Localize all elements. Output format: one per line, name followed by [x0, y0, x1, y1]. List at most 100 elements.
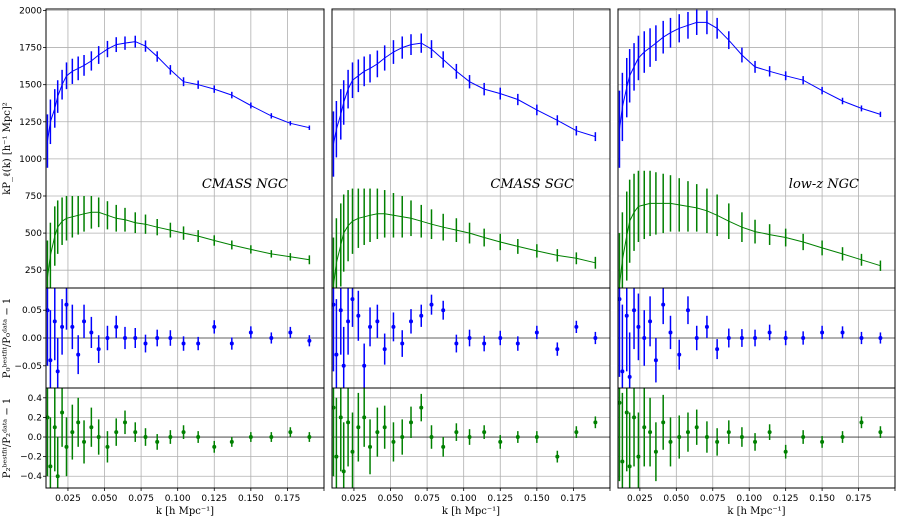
quadrupole-residual-point: [574, 430, 579, 435]
monopole-residual-point: [482, 341, 487, 346]
monopole-residual-point: [820, 330, 825, 335]
monopole-residual-point: [362, 363, 367, 368]
monopole-residual-point: [338, 308, 343, 313]
y-tick-label: −0.05: [14, 362, 42, 372]
quadrupole-residual-point: [704, 435, 709, 440]
quadrupole-residual-point: [375, 430, 380, 435]
monopole-residual-point: [346, 319, 351, 324]
y-tick-label: 2000: [19, 6, 42, 16]
monopole-residual-point: [382, 347, 387, 352]
y-tick-label: 0.0: [28, 433, 43, 443]
monopole-residual-point: [248, 330, 253, 335]
x-tick-label: 0.125: [201, 494, 227, 504]
y-tick-label: 0.4: [28, 394, 43, 404]
panel-title: CMASS SGC: [490, 177, 574, 192]
monopole-residual-point: [739, 336, 744, 340]
y-axis-label-row-2: P₀ᵇᵉˢᵗᶠⁱᵗ/P₀ᵈᵃᵗᵃ − 1: [2, 298, 13, 379]
x-tick-label: 0.050: [663, 494, 689, 504]
quadrupole-residual-point: [248, 435, 253, 440]
quadrupole-residual-point: [356, 425, 361, 430]
panel-3-row-3: 0.025 0.050 0.075 0.100 0.125 0.150 0.175 k [h …: [617, 387, 896, 517]
x-tick-label: 0.050: [92, 494, 118, 504]
quadrupole-residual-point: [593, 420, 598, 425]
quadrupole-residual-point: [338, 415, 343, 420]
quadrupole-residual-point: [739, 435, 744, 440]
monopole-residual-point: [55, 369, 60, 374]
monopole-residual-point: [454, 341, 459, 346]
monopole-residual-point: [143, 341, 148, 346]
quadrupole-residual-point: [350, 449, 355, 454]
monopole-residual-point: [375, 319, 380, 324]
quadrupole-residual-point: [636, 454, 641, 459]
monopole-residual-point: [467, 336, 472, 340]
quadrupole-residual-point: [382, 425, 387, 430]
quadrupole-residual-point: [307, 435, 312, 440]
quadrupole-residual-point: [196, 435, 201, 440]
monopole-residual-point: [181, 341, 186, 346]
data-layer: [332, 33, 597, 288]
quadrupole-residual-point: [419, 405, 424, 410]
monopole-residual-point: [64, 302, 69, 307]
monopole-residual-point: [498, 336, 503, 340]
monopole-residual-point: [368, 324, 373, 329]
x-tick-label: 0.075: [414, 494, 440, 504]
monopole-residual-point: [534, 330, 539, 335]
monopole-residual-point: [114, 324, 119, 329]
quadrupole-residual-point: [753, 439, 758, 444]
quadrupole-residual-point: [715, 439, 720, 444]
monopole-residual-point: [60, 324, 65, 329]
quadrupole-residual-point: [123, 420, 128, 425]
x-tick-label: 0.025: [55, 494, 81, 504]
monopole-residual-point: [715, 347, 720, 352]
panel-frame: [45, 387, 325, 489]
y-tick-label: 1000: [19, 155, 42, 165]
monopole-residual-point: [636, 324, 641, 329]
quadrupole-residual-point: [82, 439, 87, 444]
monopole-residual-point: [155, 336, 160, 340]
quadrupole-residual-point: [498, 439, 503, 444]
monopole-residual-point: [52, 319, 57, 324]
y-tick-label: −0.2: [20, 453, 42, 463]
x-tick-label: 0.125: [773, 494, 799, 504]
quadrupole-residual-point: [341, 469, 346, 474]
monopole-residual-point: [648, 319, 653, 324]
quadrupole-residual-point: [229, 439, 234, 444]
quadrupole-residual-point: [515, 435, 520, 440]
monopole-residual-point: [661, 302, 666, 307]
monopole-residual-point: [753, 336, 758, 340]
monopole-residual-point: [593, 336, 598, 340]
monopole-residual-point: [653, 358, 658, 363]
quadrupole-residual-point: [332, 405, 336, 410]
data-layer: [46, 388, 324, 488]
y-tick-label: 0.00: [22, 334, 42, 344]
monopole-residual-point: [288, 330, 293, 335]
monopole-residual-point: [859, 336, 864, 340]
quadrupole-residual-point: [618, 400, 622, 405]
x-tick-label: 0.025: [341, 494, 367, 504]
monopole-residual-point: [123, 336, 128, 340]
monopole-residual-point: [618, 297, 622, 302]
monopole-residual-point: [694, 336, 699, 340]
quadrupole-residual-point: [620, 459, 625, 464]
monopole-residual-point: [642, 336, 647, 340]
quadrupole-residual-point: [441, 444, 446, 449]
x-tick-label: 0.050: [378, 494, 404, 504]
quadrupole-residual-point: [685, 430, 690, 435]
quadrupole-residual-point: [783, 449, 788, 454]
y-axis-label-row-3: P₂ᵇᵉˢᵗᶠⁱᵗ/P₂ᵈᵃᵗᵃ − 1: [2, 398, 13, 479]
y-tick-label: 500: [25, 229, 42, 239]
x-tick-label: 0.150: [809, 494, 835, 504]
panel-2-row-2: [331, 287, 611, 389]
quadrupole-residual-point: [48, 464, 53, 469]
x-tick-label: 0.125: [487, 494, 513, 504]
x-axis-label: k [h Mpc⁻¹]: [156, 506, 214, 517]
monopole-residual-point: [419, 313, 424, 318]
monopole-residual-point: [668, 330, 673, 335]
x-tick-label: 0.075: [128, 494, 154, 504]
quadrupole-residual-point: [52, 425, 57, 430]
data-layer: [46, 35, 311, 288]
quadrupole-residual-point: [677, 435, 682, 440]
monopole-residual-point: [70, 324, 75, 329]
quadrupole-residual-point: [346, 420, 351, 425]
quadrupole-residual-point: [155, 439, 160, 444]
